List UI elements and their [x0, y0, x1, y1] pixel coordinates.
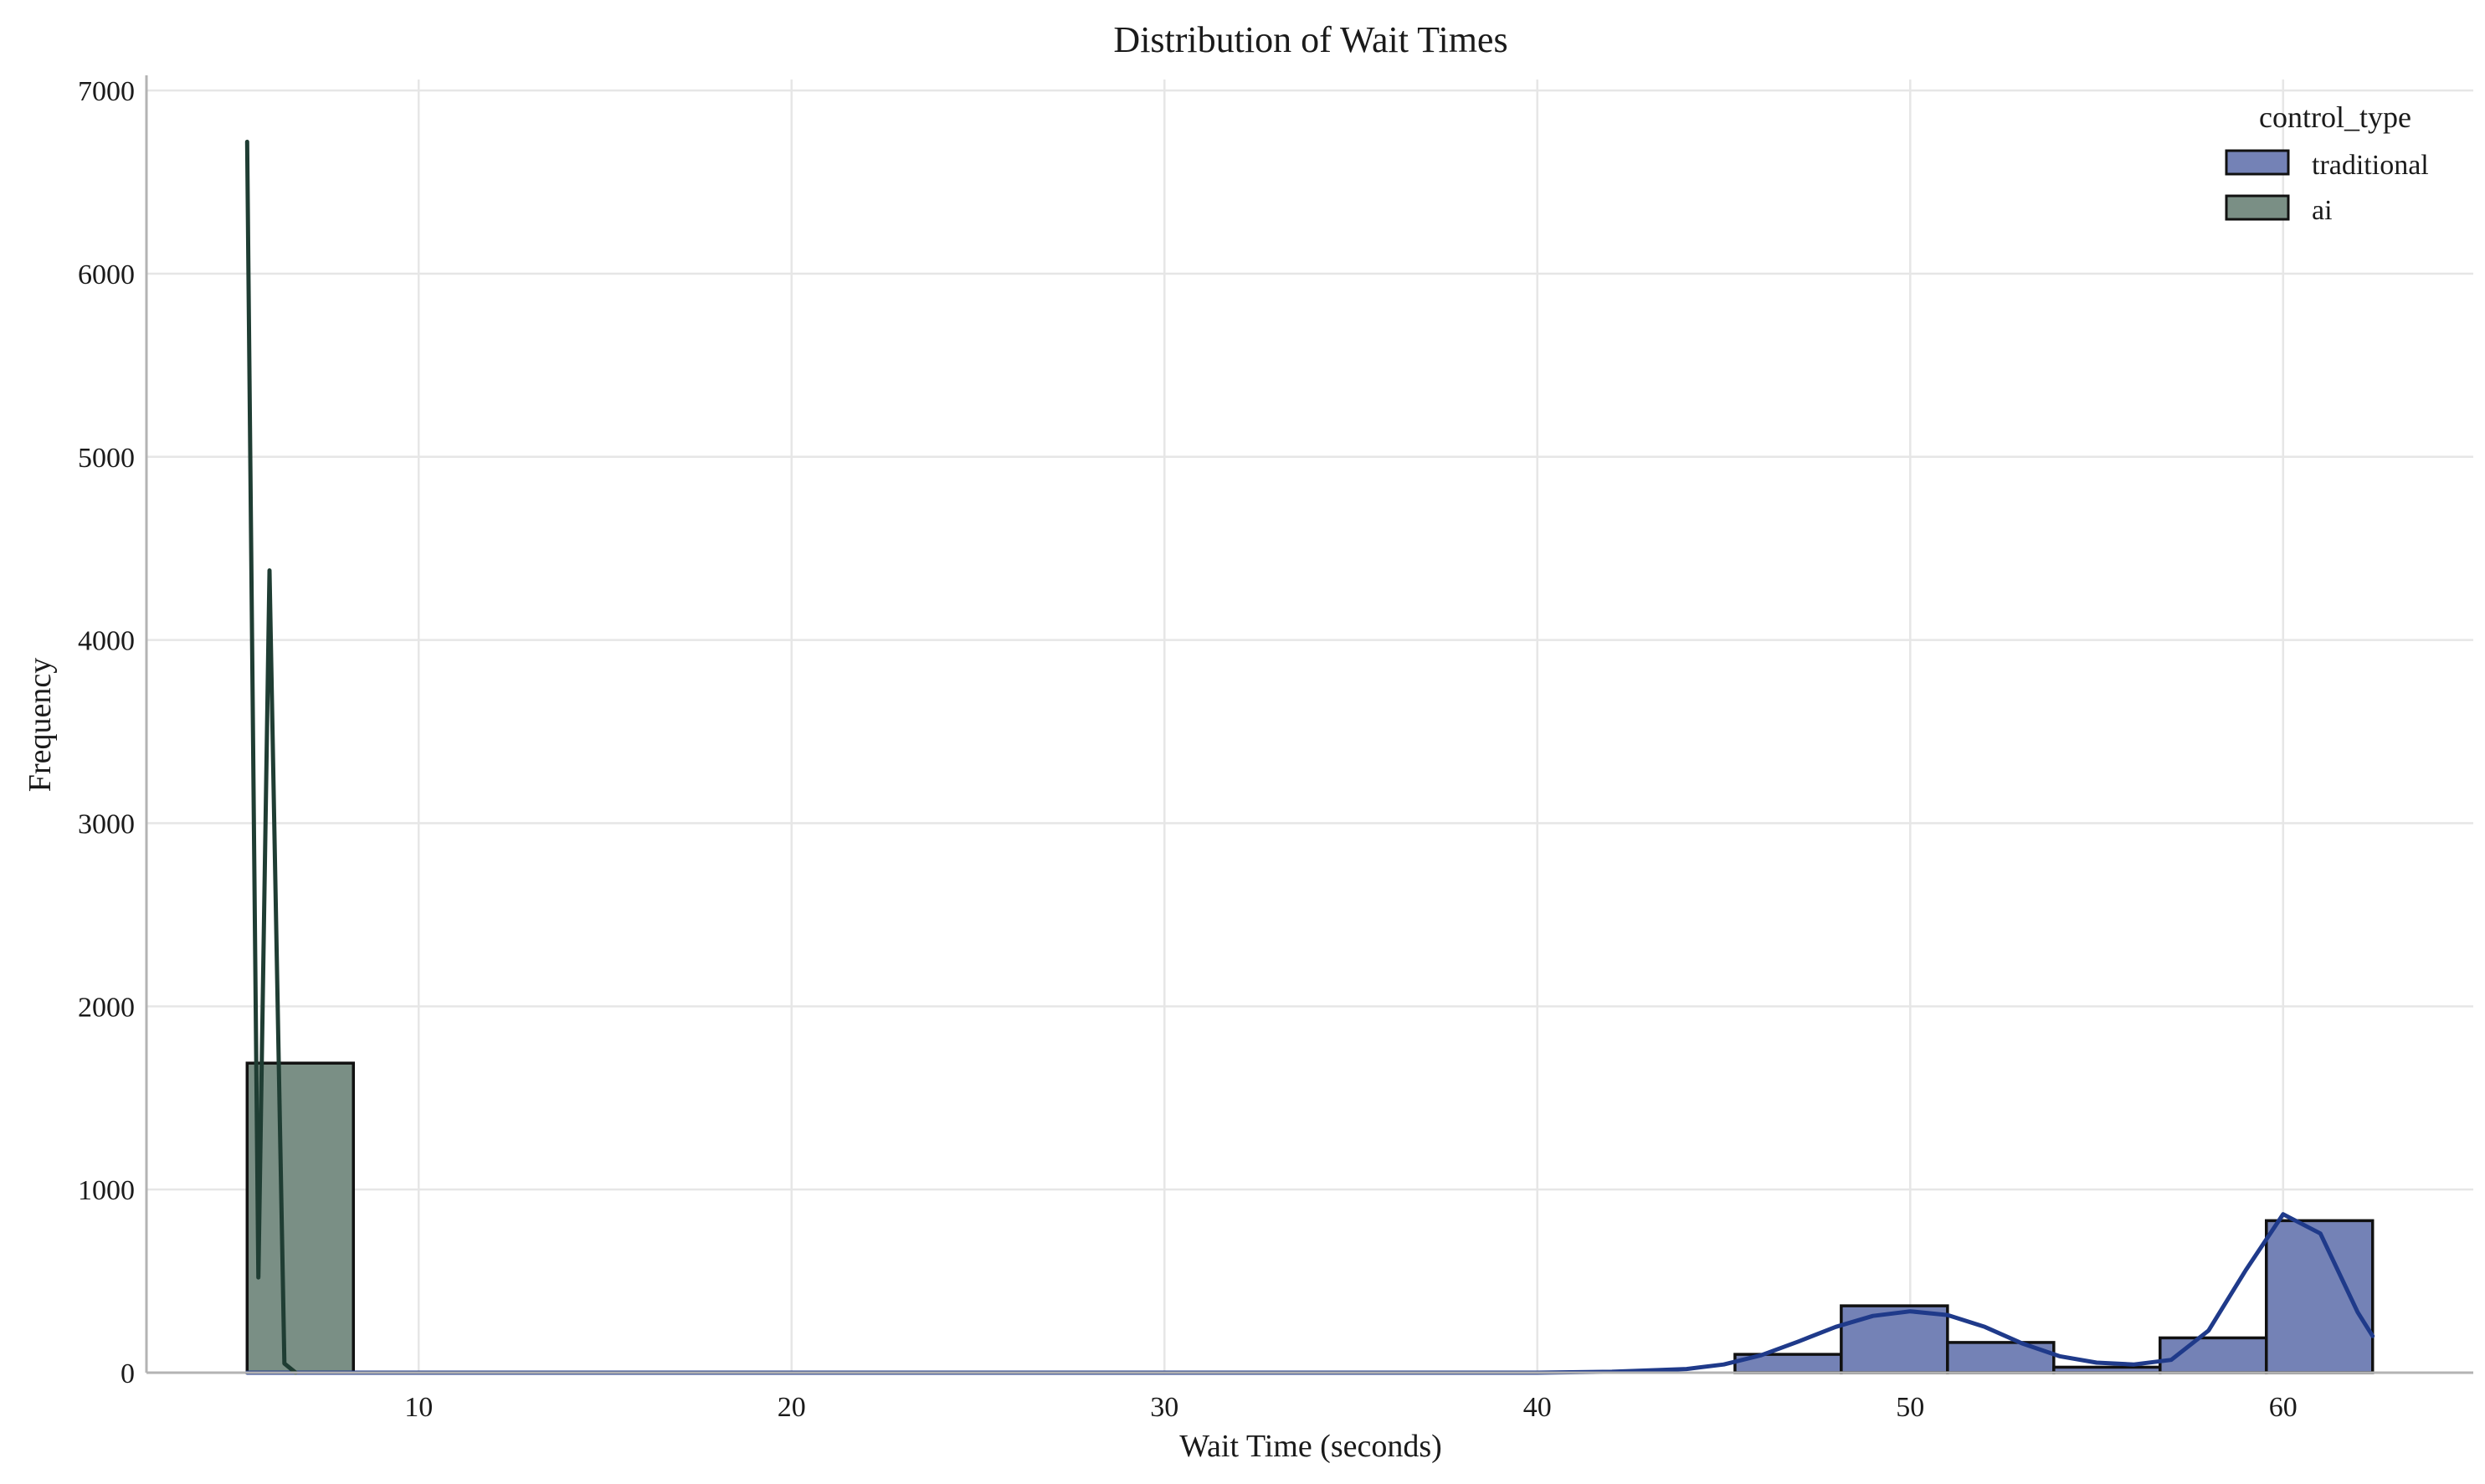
y-tick-label: 2000: [78, 992, 135, 1023]
x-axis-ticks: 10 20 30 40 50 60: [404, 1392, 2298, 1423]
y-tick-label: 4000: [78, 626, 135, 657]
legend: control_type traditional ai: [2225, 100, 2429, 226]
kde-line-ai: [244, 139, 298, 1375]
bar-traditional: [1840, 1304, 1949, 1374]
chart-title: Distribution of Wait Times: [1113, 19, 1507, 60]
grid: [146, 80, 2473, 1374]
legend-title: control_type: [2259, 100, 2411, 134]
y-tick-label: 1000: [78, 1175, 135, 1206]
kde-lines: [244, 139, 2375, 1375]
x-axis-label: Wait Time (seconds): [1179, 1429, 1442, 1464]
legend-swatch-ai: [2225, 194, 2290, 221]
legend-swatch-traditional: [2225, 149, 2290, 176]
y-axis-ticks: 0 1000 2000 3000 4000 5000 6000 7000: [78, 76, 135, 1389]
y-tick-label: 7000: [78, 76, 135, 107]
x-tick-label: 10: [404, 1392, 433, 1423]
legend-label-traditional: traditional: [2312, 150, 2429, 181]
bar-traditional: [2264, 1219, 2375, 1374]
bars-traditional: [1733, 1219, 2375, 1374]
bars-ai: [245, 1061, 356, 1374]
x-tick-label: 40: [1523, 1392, 1552, 1423]
y-axis-label: Frequency: [23, 658, 58, 792]
legend-label-ai: ai: [2312, 195, 2333, 226]
y-tick-label: 0: [121, 1358, 135, 1389]
x-tick-label: 30: [1150, 1392, 1178, 1423]
x-tick-label: 50: [1896, 1392, 1924, 1423]
x-tick-label: 60: [2269, 1392, 2298, 1423]
y-tick-label: 6000: [78, 259, 135, 290]
axes-spines: [145, 75, 2473, 1374]
y-tick-label: 5000: [78, 443, 135, 474]
y-tick-label: 3000: [78, 809, 135, 840]
bar-ai: [245, 1061, 356, 1374]
x-tick-label: 20: [778, 1392, 806, 1423]
